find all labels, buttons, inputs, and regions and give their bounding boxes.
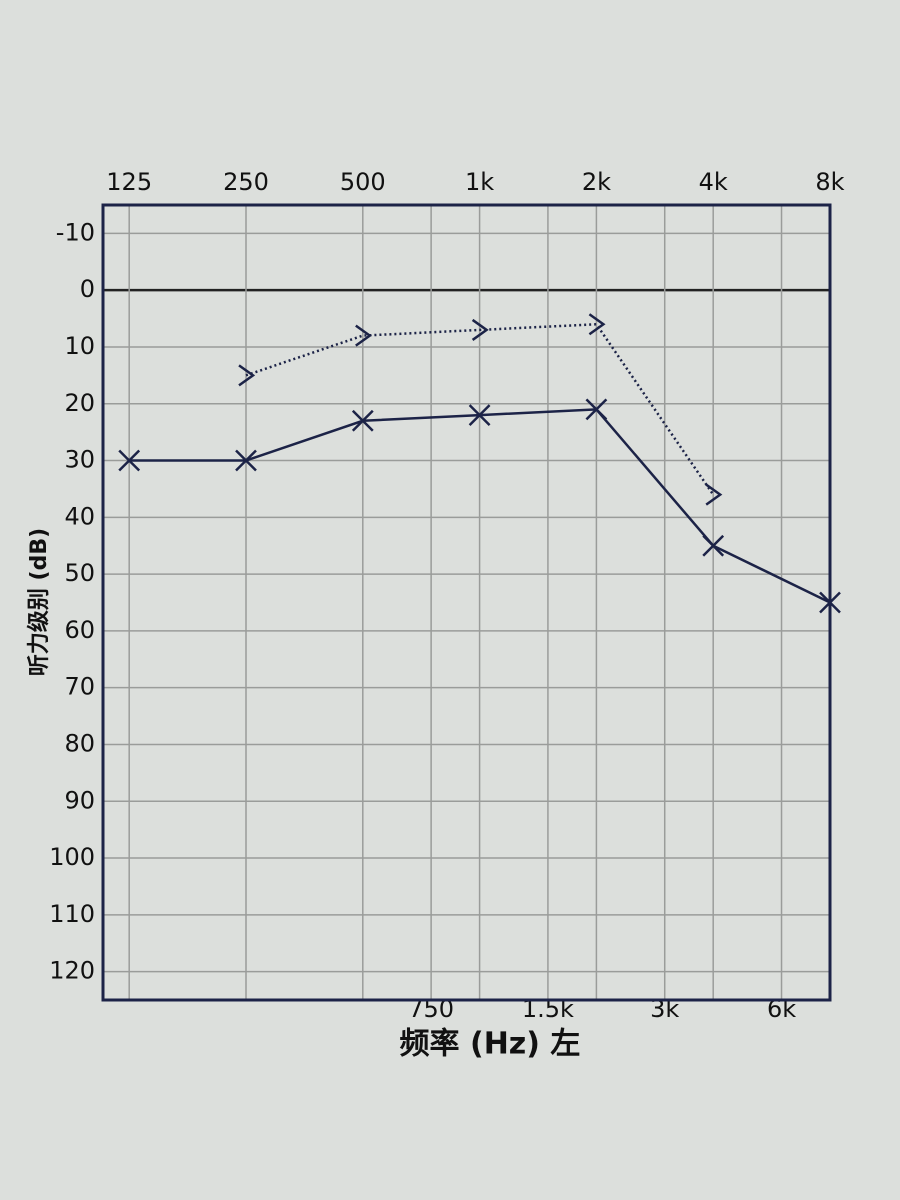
y-tick-label: 10 xyxy=(64,332,95,360)
data-point xyxy=(118,449,141,472)
y-tick-label: 40 xyxy=(64,502,95,530)
y-tick-label: 20 xyxy=(64,389,95,417)
x-axis-label: 频率 (Hz) 左 xyxy=(400,1027,581,1062)
x-tick-label: 8k xyxy=(815,168,844,196)
x-tick-label: 500 xyxy=(340,168,386,196)
y-tick-label: 100 xyxy=(49,843,95,871)
data-point xyxy=(351,409,374,432)
x-tick-label: 125 xyxy=(106,168,152,196)
x-tick-label: 4k xyxy=(699,168,728,196)
y-tick-label: 0 xyxy=(80,275,95,303)
y-tick-label: 50 xyxy=(64,559,95,587)
y-tick-label: 30 xyxy=(64,446,95,474)
data-point xyxy=(819,591,841,614)
data-point xyxy=(235,449,257,472)
y-axis-label: 听力级别 (dB) xyxy=(26,528,52,676)
y-tick-label: 120 xyxy=(49,957,95,985)
x-tick-label: 250 xyxy=(223,168,269,196)
y-tick-label: 60 xyxy=(64,616,95,644)
data-point xyxy=(238,364,256,387)
y-tick-label: 110 xyxy=(49,900,95,928)
data-point xyxy=(702,534,725,557)
data-point xyxy=(588,313,606,336)
data-point xyxy=(705,483,723,506)
data-point xyxy=(471,318,489,341)
x-tick-label: 1k xyxy=(465,168,494,196)
data-point xyxy=(585,398,608,421)
y-tick-label: 90 xyxy=(64,786,95,814)
data-point xyxy=(468,404,491,426)
y-tick-label: -10 xyxy=(56,218,95,246)
series-line xyxy=(245,322,715,496)
y-tick-label: 80 xyxy=(64,729,95,757)
y-tick-label: 70 xyxy=(64,673,95,701)
x-tick-label: 2k xyxy=(582,168,611,196)
data-point xyxy=(355,324,372,347)
